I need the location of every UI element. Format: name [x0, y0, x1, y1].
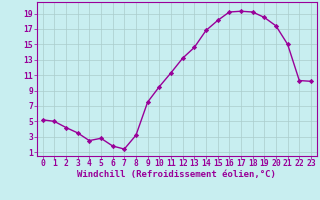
- X-axis label: Windchill (Refroidissement éolien,°C): Windchill (Refroidissement éolien,°C): [77, 170, 276, 179]
